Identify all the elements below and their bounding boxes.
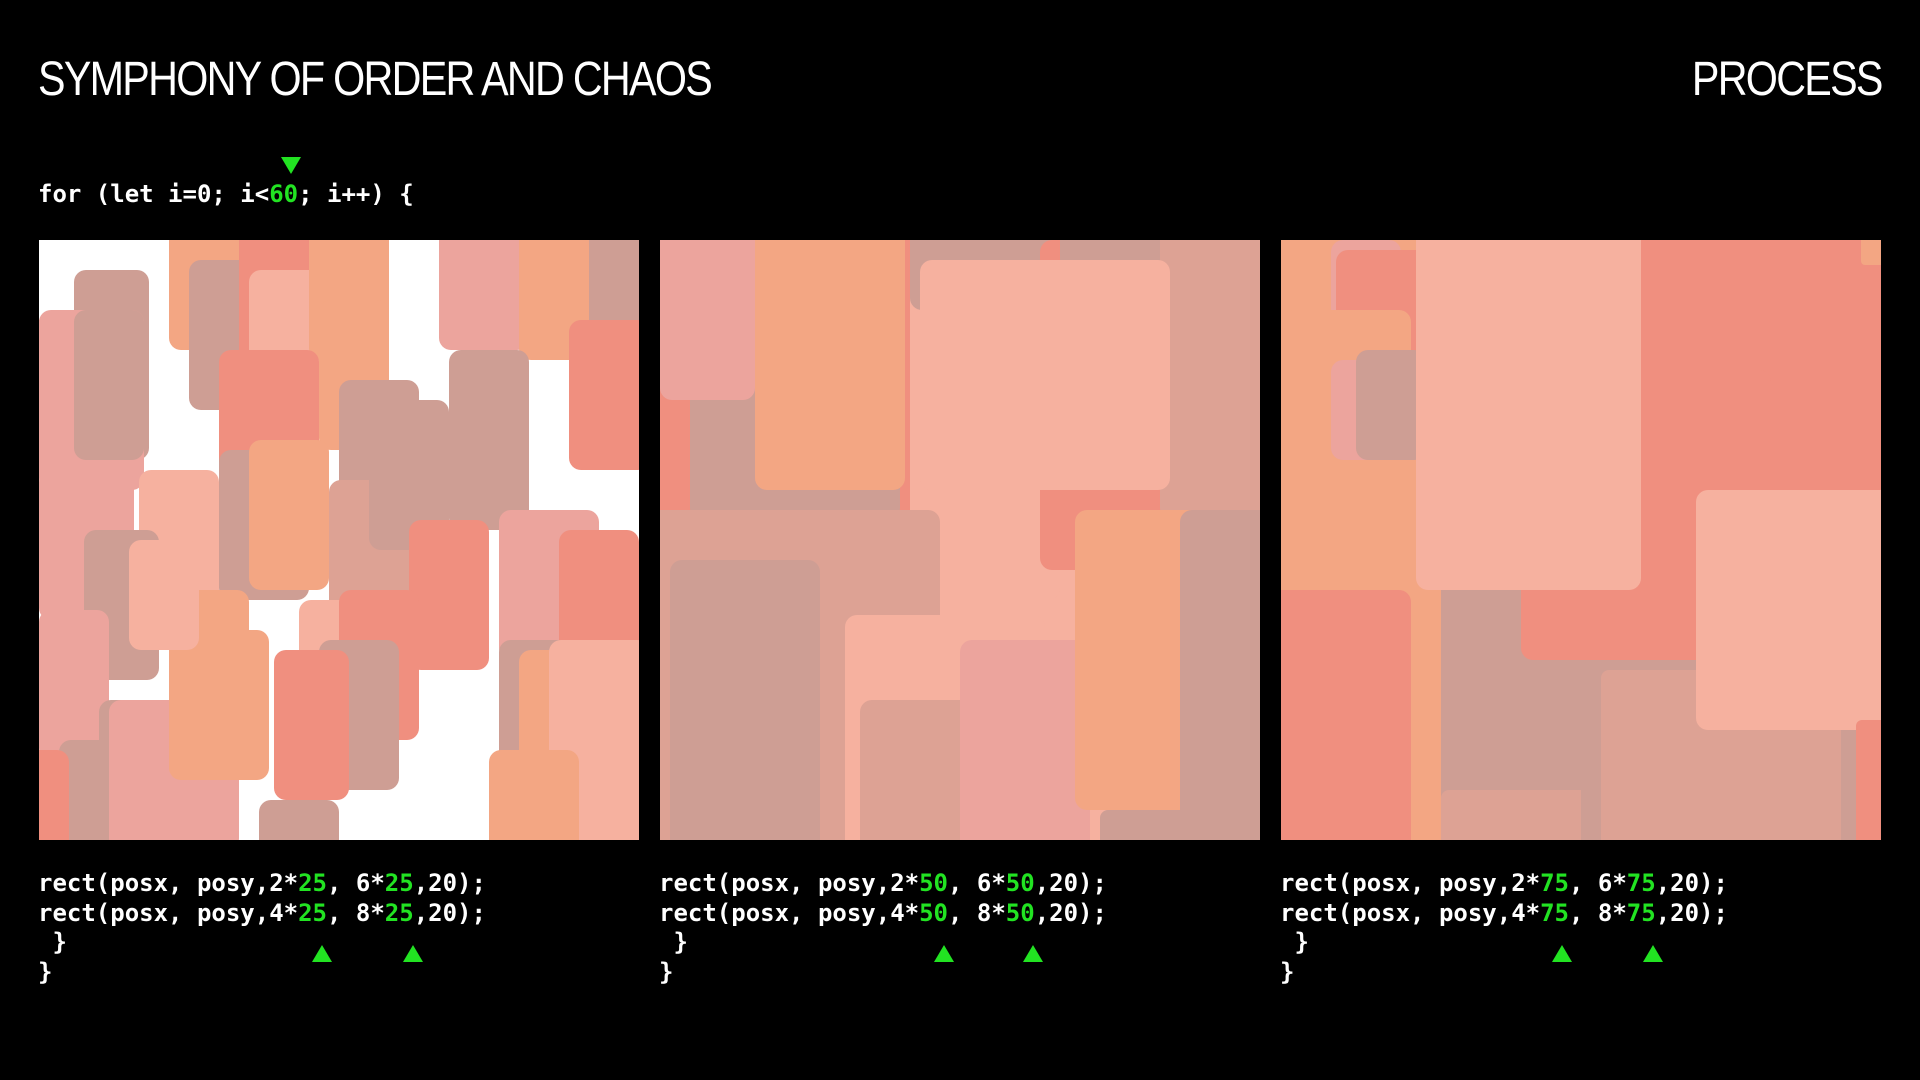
artwork-canvas-3 — [1281, 240, 1881, 840]
scale-value: 25 — [298, 869, 327, 897]
code-text: , 8* — [327, 898, 385, 927]
code-text: , 8* — [948, 898, 1006, 927]
scale-value: 50 — [1005, 869, 1035, 897]
scale-marker-2b — [1023, 945, 1043, 962]
scale-value: 75 — [1540, 869, 1569, 897]
code-text: } — [1280, 957, 1295, 986]
code-text: ,20); — [1034, 898, 1107, 927]
code-text: , 8* — [1569, 898, 1627, 927]
scale-value: 50 — [1005, 898, 1035, 927]
code-text: } — [659, 928, 688, 956]
scale-marker-3b — [1643, 945, 1663, 962]
code-text: } — [659, 957, 674, 986]
scale-value: 25 — [384, 898, 414, 927]
scale-marker-1a — [312, 945, 332, 962]
section-title: PROCESS — [1692, 53, 1884, 106]
loop-prefix: for (let i=0; i< — [38, 180, 270, 208]
code-text: ,20); — [1655, 898, 1728, 927]
scale-marker-3a — [1552, 945, 1572, 962]
scale-marker-2a — [934, 945, 954, 962]
code-text: } — [38, 957, 53, 986]
code-text: , 6* — [327, 869, 385, 897]
code-text: rect(posx, posy,2* — [659, 869, 920, 897]
code-text: rect(posx, posy,4* — [1280, 898, 1541, 927]
code-block-1: rect(posx, posy,2*25, 6*25,20); rect(pos… — [38, 869, 486, 987]
scale-value: 50 — [919, 898, 948, 927]
loop-header: for (let i=0; i<60; i++) { — [38, 180, 414, 210]
code-text: , 6* — [1569, 869, 1627, 897]
loop-suffix: ; i++) { — [298, 180, 414, 208]
code-text: rect(posx, posy,4* — [38, 898, 299, 927]
scale-value: 50 — [919, 869, 948, 897]
code-text: , 6* — [948, 869, 1006, 897]
loop-count-marker — [281, 157, 301, 174]
code-text: ,20); — [1655, 869, 1728, 897]
code-text: ,20); — [413, 869, 486, 897]
code-text: ,20); — [1034, 869, 1107, 897]
scale-value: 75 — [1626, 898, 1656, 927]
artwork-canvas-2 — [660, 240, 1260, 840]
code-text: } — [1280, 928, 1309, 956]
code-text: rect(posx, posy,4* — [659, 898, 920, 927]
scale-marker-1b — [403, 945, 423, 962]
page-title: SYMPHONY OF ORDER AND CHAOS — [38, 53, 713, 106]
loop-count: 60 — [269, 180, 299, 208]
code-text: } — [38, 928, 67, 956]
code-block-2: rect(posx, posy,2*50, 6*50,20); rect(pos… — [659, 869, 1107, 987]
code-block-3: rect(posx, posy,2*75, 6*75,20); rect(pos… — [1280, 869, 1728, 987]
code-text: rect(posx, posy,2* — [1280, 869, 1541, 897]
scale-value: 75 — [1626, 869, 1656, 897]
scale-value: 25 — [384, 869, 414, 897]
artwork-panel-2 — [660, 240, 1260, 840]
scale-value: 25 — [298, 898, 327, 927]
code-text: ,20); — [413, 898, 486, 927]
scale-value: 75 — [1540, 898, 1569, 927]
artwork-canvas-1 — [39, 240, 639, 840]
artwork-panel-1 — [39, 240, 639, 840]
code-text: rect(posx, posy,2* — [38, 869, 299, 897]
artwork-panel-3 — [1281, 240, 1881, 840]
